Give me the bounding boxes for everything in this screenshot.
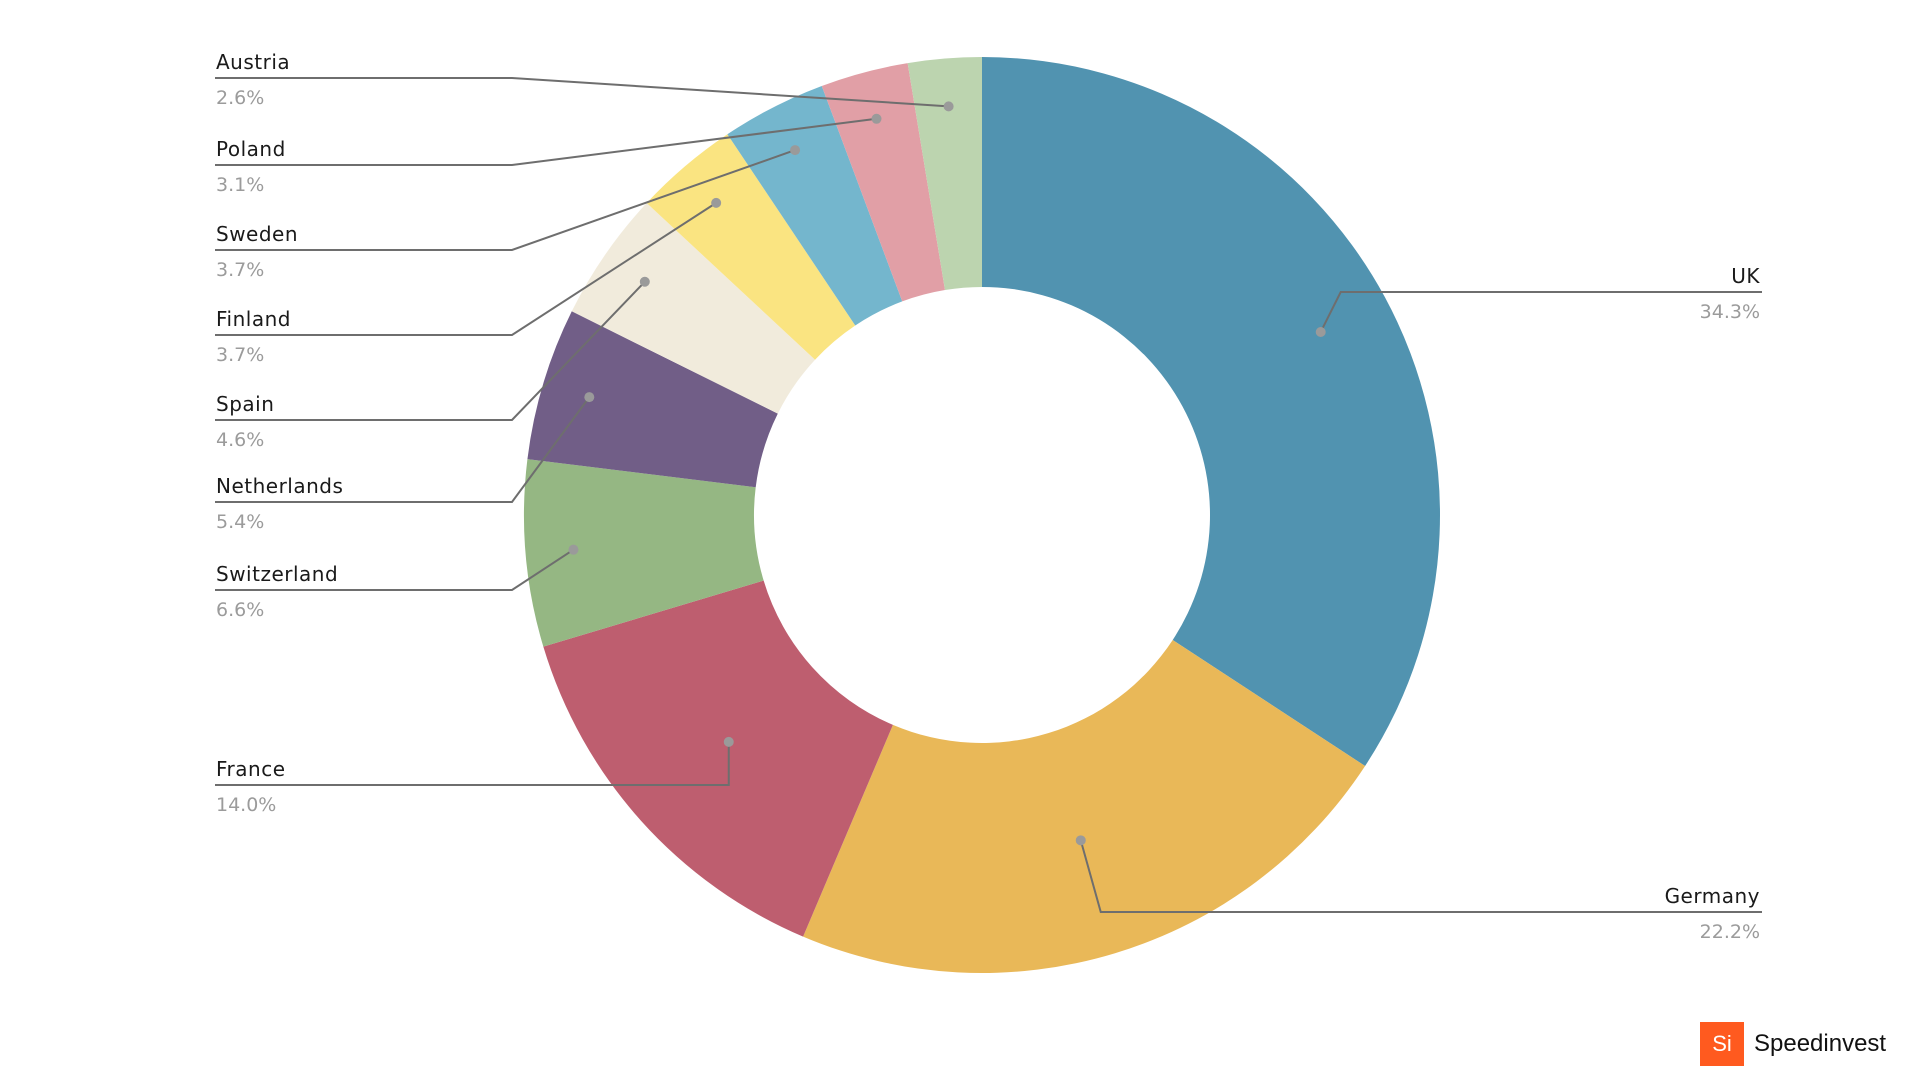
label-france: France [216,757,286,781]
leader-line-switzerland [215,548,575,591]
label-poland: Poland [216,137,286,161]
leader-dot-switzerland [568,544,579,555]
label-sweden: Sweden [216,222,298,246]
brand-name: Speedinvest [1754,1030,1887,1057]
leader-line-spain [215,281,646,421]
slice-austria [907,57,982,291]
value-label-switzerland: 6.6% [216,599,264,621]
leader-dot-germany [1075,835,1086,846]
leader-dot-austria [943,101,954,112]
value-label-germany: 22.2% [1700,921,1760,943]
label-austria: Austria [216,50,290,74]
leader-line-poland [215,117,877,166]
brand-mark: Si [1700,1022,1744,1066]
chart-leader-lines [215,77,1762,913]
slice-netherlands [527,311,778,488]
value-label-finland: 3.7% [216,344,264,366]
leader-dot-france [723,736,734,747]
value-label-austria: 2.6% [216,87,264,109]
leader-dot-finland [711,197,722,208]
slice-france [543,580,893,937]
leader-dot-uk [1315,326,1326,337]
value-label-sweden: 3.7% [216,259,264,281]
leader-line-germany [1079,840,1762,913]
label-finland: Finland [216,307,291,331]
chart-labels: UK 34.3% Germany 22.2% France 14.0% Switzerlan… [216,50,1760,943]
slice-switzerland [524,459,764,647]
leader-line-sweden [215,149,796,251]
slice-germany [803,639,1366,973]
value-label-france: 14.0% [216,794,276,816]
label-netherlands: Netherlands [216,474,343,498]
leader-dot-sweden [790,145,801,156]
label-uk: UK [1731,264,1760,288]
value-label-spain: 4.6% [216,429,264,451]
chart-slices [524,57,1440,973]
leader-line-uk [1319,291,1762,333]
label-switzerland: Switzerland [216,562,338,586]
slice-finland [646,134,856,360]
value-label-uk: 34.3% [1700,301,1760,323]
leader-dot-poland [871,113,882,124]
label-germany: Germany [1665,884,1760,908]
leader-dot-netherlands [584,392,595,403]
leader-line-netherlands [215,396,591,503]
leader-line-finland [215,202,717,336]
leader-dot-spain [639,276,650,287]
value-label-netherlands: 5.4% [216,511,264,533]
slice-uk [982,57,1440,767]
slice-sweden [727,85,903,326]
leader-line-france [215,741,730,786]
speedinvest-logo: Si Speedinvest [1700,1022,1886,1066]
label-spain: Spain [216,392,274,416]
leader-line-austria [215,77,949,108]
slice-spain [571,203,816,414]
value-label-poland: 3.1% [216,174,264,196]
